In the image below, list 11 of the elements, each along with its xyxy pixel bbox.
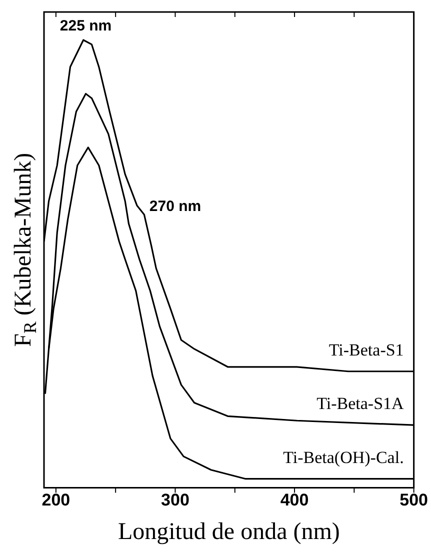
x-tick-label: 500 bbox=[400, 490, 428, 510]
x-axis-title: Longitud de onda (nm) bbox=[118, 518, 340, 545]
y-axis-title: FR (Kubelka-Munk) bbox=[10, 152, 40, 347]
x-tick-label: 200 bbox=[42, 490, 70, 510]
x-tick-label: 400 bbox=[280, 490, 309, 510]
series-label: Ti-Beta(OH)-Cal. bbox=[283, 448, 404, 467]
annotation: 225 nm bbox=[60, 18, 112, 35]
annotation: 270 nm bbox=[149, 198, 202, 215]
x-tick-label: 300 bbox=[161, 490, 190, 510]
series-label: Ti-Beta-S1A bbox=[316, 394, 405, 414]
series-label: Ti-Beta-S1 bbox=[328, 340, 404, 360]
